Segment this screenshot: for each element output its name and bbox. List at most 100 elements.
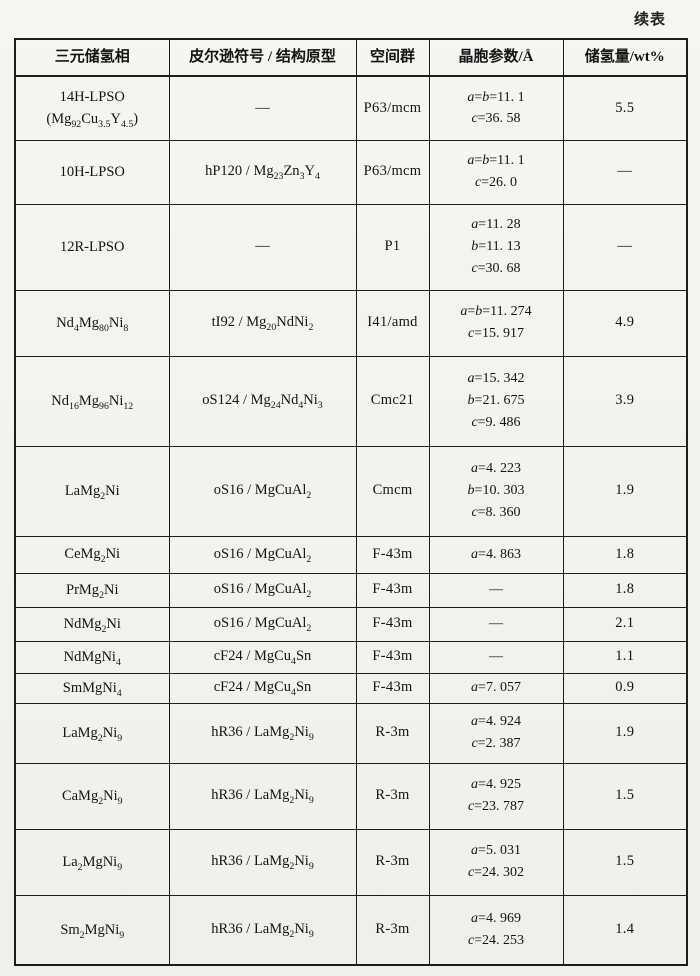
table-row: Nd4Mg80Ni8 tI92 / Mg20NdNi2 I41/amd a=b=… (14, 289, 688, 357)
cell-params-cell: — (428, 640, 564, 674)
capacity-cell: 5.5 (562, 75, 688, 141)
space-group-cell: F-43m (355, 606, 430, 642)
table-row: CaMg2Ni9 hR36 / LaMg2Ni9 R-3m a=4. 925 c=… (14, 762, 688, 830)
space-group-cell: F-43m (355, 535, 430, 574)
phase-cell: CaMg2Ni9 (14, 762, 170, 830)
cell-params-cell: — (428, 572, 564, 608)
pearson-cell: — (168, 203, 357, 291)
pearson-cell: hR36 / LaMg2Ni9 (168, 702, 357, 764)
phase-cell: Sm2MgNi9 (14, 894, 170, 966)
header-space-group: 空间群 (355, 38, 430, 77)
capacity-cell: — (562, 139, 688, 205)
pearson-cell: — (168, 75, 357, 141)
pearson-cell: hR36 / LaMg2Ni9 (168, 762, 357, 830)
space-group-cell: F-43m (355, 672, 430, 704)
table-row: 10H-LPSO hP120 / Mg23Zn3Y4 P63/mcm a=b=1… (14, 139, 688, 205)
header-capacity: 储氢量/wt% (562, 38, 688, 77)
space-group-cell: R-3m (355, 762, 430, 830)
table-row: LaMg2Ni9 hR36 / LaMg2Ni9 R-3m a=4. 924 c=… (14, 702, 688, 764)
cell-params-cell: a=b=11. 274 c=15. 917 (428, 289, 564, 357)
table-row: PrMg2Ni oS16 / MgCuAl2 F-43m — 1.8 (14, 572, 688, 608)
pearson-cell: oS16 / MgCuAl2 (168, 572, 357, 608)
capacity-cell: 2.1 (562, 606, 688, 642)
capacity-cell: 1.9 (562, 702, 688, 764)
table-row: 12R-LPSO — P1 a=11. 28 b=11. 13 c=30. 68 — (14, 203, 688, 291)
pearson-cell: tI92 / Mg20NdNi2 (168, 289, 357, 357)
pearson-cell: cF24 / MgCu4Sn (168, 640, 357, 674)
cell-params-cell: a=4. 925 c=23. 787 (428, 762, 564, 830)
pearson-cell: oS124 / Mg24Nd4Ni3 (168, 355, 357, 447)
capacity-cell: 1.8 (562, 572, 688, 608)
capacity-cell: 1.5 (562, 828, 688, 896)
phase-cell: SmMgNi4 (14, 672, 170, 704)
capacity-cell: 1.1 (562, 640, 688, 674)
cell-params-cell: a=4. 969 c=24. 253 (428, 894, 564, 966)
phase-cell: LaMg2Ni (14, 445, 170, 537)
capacity-cell: — (562, 203, 688, 291)
header-pearson: 皮尔逊符号 / 结构原型 (168, 38, 357, 77)
pearson-cell: oS16 / MgCuAl2 (168, 445, 357, 537)
table-row: CeMg2Ni oS16 / MgCuAl2 F-43m a=4. 863 1.… (14, 535, 688, 574)
cell-params-cell: a=b=11. 1 c=26. 0 (428, 139, 564, 205)
space-group-cell: R-3m (355, 702, 430, 764)
cell-params-cell: a=5. 031 c=24. 302 (428, 828, 564, 896)
cell-params-cell: a=b=11. 1 c=36. 58 (428, 75, 564, 141)
cell-params-cell: a=15. 342 b=21. 675 c=9. 486 (428, 355, 564, 447)
space-group-cell: Cmc21 (355, 355, 430, 447)
hydrogen-storage-phase-table: 三元储氢相 皮尔逊符号 / 结构原型 空间群 晶胞参数/Å 储氢量/wt% 14… (14, 38, 688, 966)
phase-cell: 10H-LPSO (14, 139, 170, 205)
space-group-cell: Cmcm (355, 445, 430, 537)
table-row: NdMg2Ni oS16 / MgCuAl2 F-43m — 2.1 (14, 606, 688, 642)
space-group-cell: F-43m (355, 572, 430, 608)
phase-cell: La2MgNi9 (14, 828, 170, 896)
header-cell-params: 晶胞参数/Å (428, 38, 564, 77)
pearson-cell: hP120 / Mg23Zn3Y4 (168, 139, 357, 205)
capacity-cell: 1.8 (562, 535, 688, 574)
space-group-cell: R-3m (355, 894, 430, 966)
cell-params-cell: a=4. 863 (428, 535, 564, 574)
phase-cell: Nd16Mg96Ni12 (14, 355, 170, 447)
table-header-row: 三元储氢相 皮尔逊符号 / 结构原型 空间群 晶胞参数/Å 储氢量/wt% (14, 38, 688, 77)
table-row: NdMgNi4 cF24 / MgCu4Sn F-43m — 1.1 (14, 640, 688, 674)
table-row: 14H-LPSO (Mg92Cu3.5Y4.5) — P63/mcm a=b=11… (14, 75, 688, 141)
table-body: 14H-LPSO (Mg92Cu3.5Y4.5) — P63/mcm a=b=11… (14, 75, 688, 966)
phase-cell: CeMg2Ni (14, 535, 170, 574)
capacity-cell: 1.9 (562, 445, 688, 537)
header-phase: 三元储氢相 (14, 38, 170, 77)
space-group-cell: I41/amd (355, 289, 430, 357)
capacity-cell: 3.9 (562, 355, 688, 447)
capacity-cell: 1.5 (562, 762, 688, 830)
phase-cell: 12R-LPSO (14, 203, 170, 291)
continued-table-label: 续表 (633, 12, 666, 28)
phase-cell: NdMg2Ni (14, 606, 170, 642)
cell-params-cell: a=4. 223 b=10. 303 c=8. 360 (428, 445, 564, 537)
table-row: Sm2MgNi9 hR36 / LaMg2Ni9 R-3m a=4. 969 c=… (14, 894, 688, 966)
phase-cell: 14H-LPSO (Mg92Cu3.5Y4.5) (14, 75, 170, 141)
cell-params-cell: — (428, 606, 564, 642)
space-group-cell: P63/mcm (355, 75, 430, 141)
phase-cell: PrMg2Ni (14, 572, 170, 608)
space-group-cell: P1 (355, 203, 430, 291)
cell-params-cell: a=7. 057 (428, 672, 564, 704)
pearson-cell: cF24 / MgCu4Sn (168, 672, 357, 704)
space-group-cell: P63/mcm (355, 139, 430, 205)
space-group-cell: R-3m (355, 828, 430, 896)
phase-cell: Nd4Mg80Ni8 (14, 289, 170, 357)
table-row: SmMgNi4 cF24 / MgCu4Sn F-43m a=7. 057 0.… (14, 672, 688, 704)
table-row: LaMg2Ni oS16 / MgCuAl2 Cmcm a=4. 223 b=10… (14, 445, 688, 537)
capacity-cell: 0.9 (562, 672, 688, 704)
table-row: La2MgNi9 hR36 / LaMg2Ni9 R-3m a=5. 031 c=… (14, 828, 688, 896)
pearson-cell: hR36 / LaMg2Ni9 (168, 828, 357, 896)
cell-params-cell: a=4. 924 c=2. 387 (428, 702, 564, 764)
phase-cell: LaMg2Ni9 (14, 702, 170, 764)
capacity-cell: 1.4 (562, 894, 688, 966)
phase-cell: NdMgNi4 (14, 640, 170, 674)
pearson-cell: oS16 / MgCuAl2 (168, 535, 357, 574)
cell-params-cell: a=11. 28 b=11. 13 c=30. 68 (428, 203, 564, 291)
capacity-cell: 4.9 (562, 289, 688, 357)
pearson-cell: hR36 / LaMg2Ni9 (168, 894, 357, 966)
pearson-cell: oS16 / MgCuAl2 (168, 606, 357, 642)
space-group-cell: F-43m (355, 640, 430, 674)
table-row: Nd16Mg96Ni12 oS124 / Mg24Nd4Ni3 Cmc21 a=… (14, 355, 688, 447)
